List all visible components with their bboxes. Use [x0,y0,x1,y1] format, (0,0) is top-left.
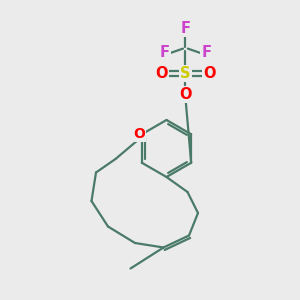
Text: O: O [155,66,168,81]
Text: S: S [180,66,191,81]
Text: O: O [134,127,146,141]
Text: F: F [159,45,170,60]
Text: F: F [180,21,190,36]
Text: F: F [201,45,212,60]
Text: O: O [179,87,192,102]
Text: O: O [203,66,216,81]
